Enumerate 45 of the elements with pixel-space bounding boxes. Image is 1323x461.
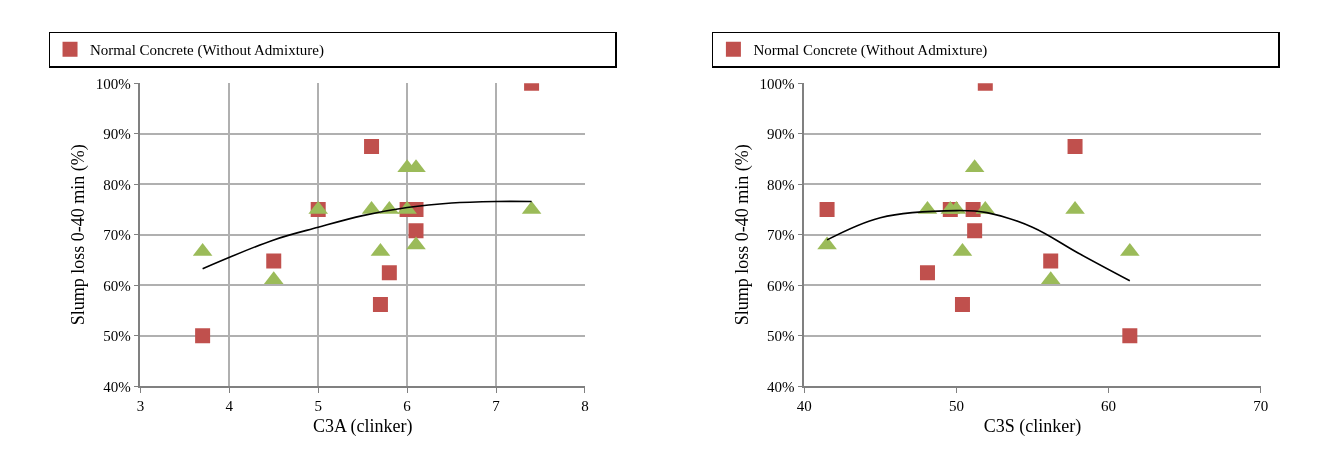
point xyxy=(266,253,282,269)
x-axis-title: C3A (clinker) xyxy=(312,415,413,437)
x-tick-label: 3 xyxy=(136,398,145,415)
y-tick-label: 40% xyxy=(767,378,795,395)
x-tick-label: 60 xyxy=(1101,398,1117,415)
y-tick-label: 80% xyxy=(767,176,795,193)
x-axis-title: C3S (clinker) xyxy=(983,415,1082,437)
x-tick-label: 40 xyxy=(796,398,812,415)
point xyxy=(195,328,211,344)
y-tick-label: 90% xyxy=(767,126,795,143)
point xyxy=(954,297,970,313)
y-tick-label: 50% xyxy=(103,328,131,345)
point xyxy=(1122,328,1138,344)
y-tick-label: 70% xyxy=(767,227,795,244)
x-tick-label: 8 xyxy=(581,398,589,415)
y-tick-label: 80% xyxy=(103,176,131,193)
point xyxy=(372,297,388,313)
x-tick-label: 6 xyxy=(403,398,412,415)
legend-label: Normal Concrete (Without Admixture) xyxy=(90,42,324,60)
y-axis-title: Slump loss 0-40 min (%) xyxy=(68,144,90,326)
y-tick-label: 90% xyxy=(103,126,131,143)
point xyxy=(406,236,426,250)
point xyxy=(1043,253,1059,269)
y-tick-label: 100% xyxy=(95,75,131,92)
x-tick-label: 50 xyxy=(948,398,964,415)
point xyxy=(1067,138,1083,154)
x-tick-label: 5 xyxy=(314,398,322,415)
y-tick-label: 50% xyxy=(767,328,795,345)
point xyxy=(408,223,424,239)
y-tick-label: 100% xyxy=(759,75,795,92)
y-tick-label: 60% xyxy=(767,277,795,294)
legend-label: Normal Concrete (Without Admixture) xyxy=(753,42,988,60)
y-tick-label: 60% xyxy=(103,277,131,294)
point xyxy=(817,236,837,250)
point xyxy=(919,265,935,281)
x-tick-label: 7 xyxy=(492,398,501,415)
point xyxy=(967,223,983,239)
y-tick-label: 70% xyxy=(103,227,131,244)
x-tick-label: 4 xyxy=(225,398,234,415)
y-axis-title: Slump loss 0-40 min (%) xyxy=(732,144,754,326)
y-tick-label: 40% xyxy=(103,378,131,395)
point xyxy=(381,265,397,281)
point xyxy=(364,138,380,154)
x-tick-label: 70 xyxy=(1253,398,1269,415)
point xyxy=(819,202,835,218)
